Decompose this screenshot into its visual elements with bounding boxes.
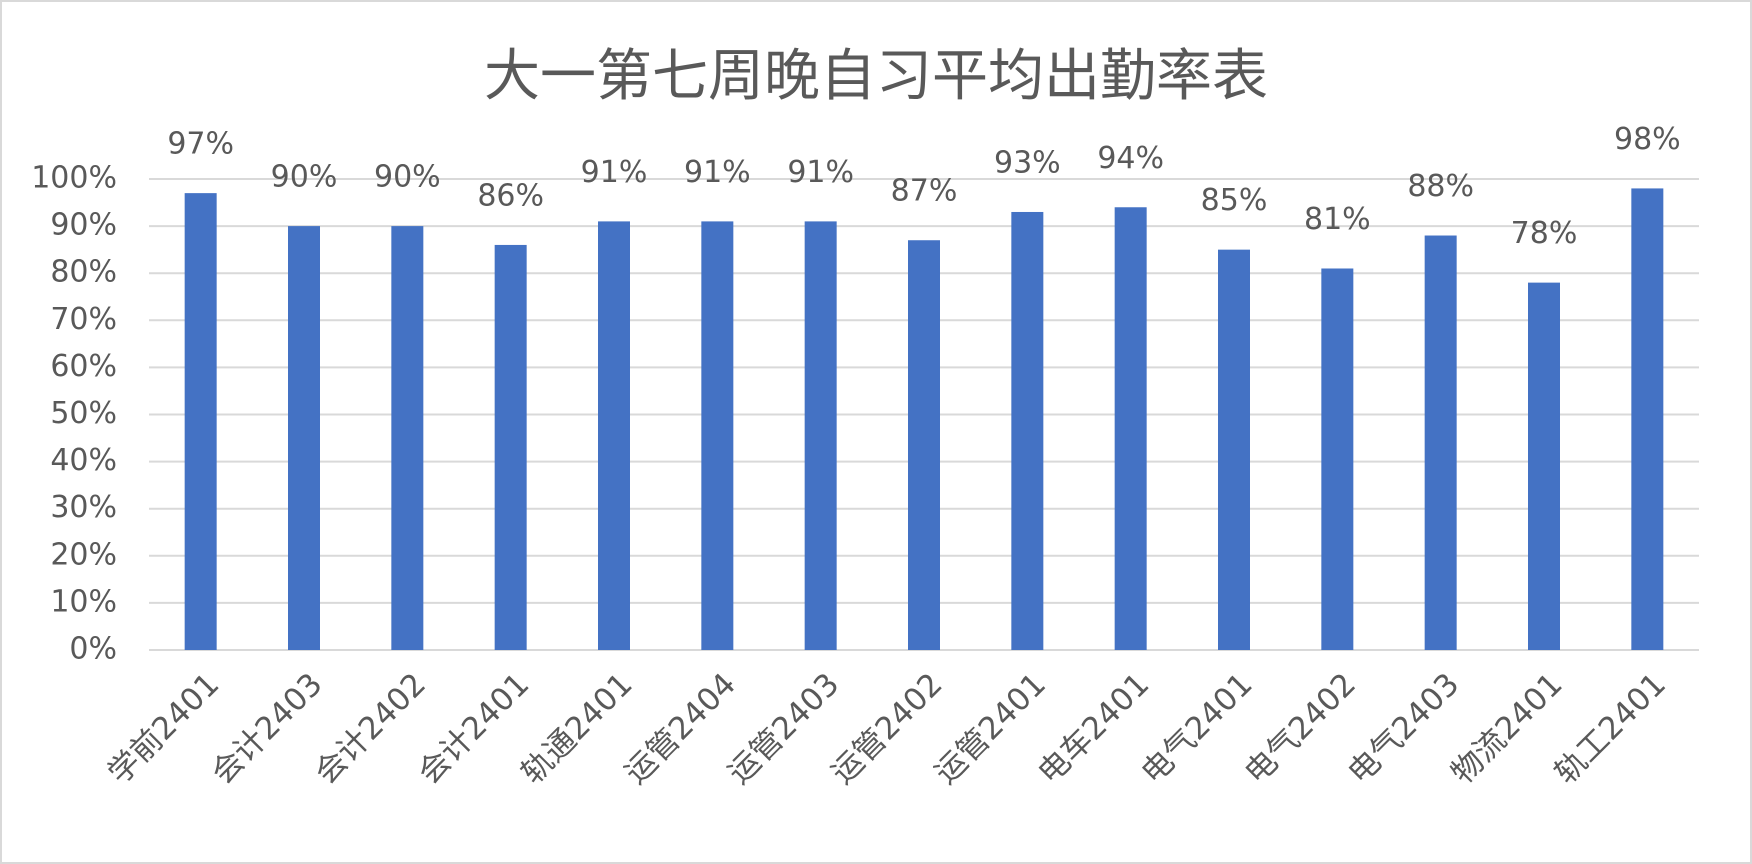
y-tick-label: 50% [50, 396, 117, 431]
value-label: 91% [684, 155, 751, 190]
bar [1218, 249, 1250, 650]
value-label: 91% [581, 155, 648, 190]
bar [494, 244, 527, 650]
value-label: 78% [1511, 216, 1578, 251]
bar [598, 221, 630, 650]
bar [288, 226, 320, 650]
bar [701, 221, 734, 650]
value-label: 88% [1407, 169, 1474, 204]
value-label: 90% [271, 160, 338, 195]
y-tick-label: 60% [50, 349, 117, 384]
value-label: 86% [477, 178, 544, 213]
y-tick-label: 30% [50, 490, 117, 525]
value-label: 81% [1304, 202, 1371, 237]
y-tick-label: 20% [50, 537, 117, 572]
bar [1424, 235, 1457, 650]
bar [1114, 207, 1147, 650]
value-label: 85% [1201, 183, 1268, 218]
bar [908, 240, 940, 651]
value-label: 90% [374, 160, 441, 195]
y-tick-label: 80% [50, 255, 117, 290]
bar [804, 221, 837, 650]
bar [184, 193, 217, 650]
value-label: 93% [994, 145, 1061, 180]
y-tick-label: 10% [50, 584, 117, 619]
value-label: 91% [787, 155, 854, 190]
y-tick-label: 90% [50, 208, 117, 243]
y-tick-label: 70% [50, 302, 117, 337]
chart-title: 大一第七周晚自习平均出勤率表 [484, 44, 1268, 109]
y-tick-label: 0% [69, 632, 117, 667]
bar [1011, 211, 1044, 650]
bar [1528, 282, 1560, 650]
bar [391, 226, 424, 650]
value-label: 94% [1097, 141, 1164, 176]
y-tick-label: 100% [31, 161, 117, 196]
bar [1321, 268, 1354, 650]
y-tick-label: 40% [50, 443, 117, 478]
value-label: 97% [167, 127, 234, 162]
value-label: 87% [891, 174, 958, 209]
value-label: 98% [1614, 122, 1681, 157]
bar [1631, 188, 1664, 651]
